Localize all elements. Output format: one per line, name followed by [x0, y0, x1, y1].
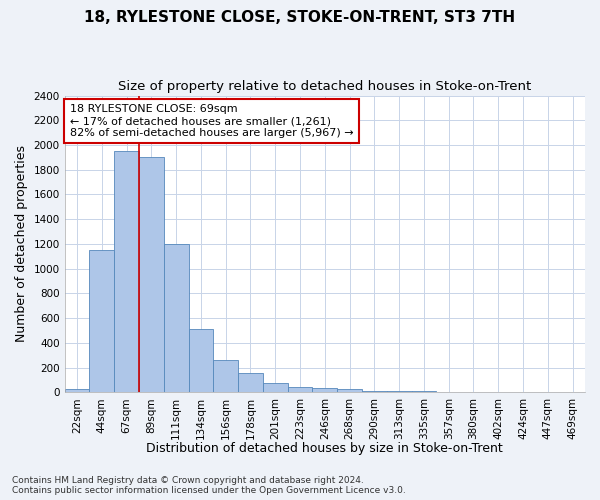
Bar: [114, 151, 139, 392]
Bar: [313, 388, 337, 392]
Bar: [362, 391, 387, 392]
X-axis label: Distribution of detached houses by size in Stoke-on-Trent: Distribution of detached houses by size …: [146, 442, 503, 455]
Title: Size of property relative to detached houses in Stoke-on-Trent: Size of property relative to detached ho…: [118, 80, 532, 93]
Bar: [214, 360, 238, 392]
Bar: [263, 383, 287, 392]
Bar: [188, 329, 214, 392]
Y-axis label: Number of detached properties: Number of detached properties: [15, 146, 28, 342]
Text: Contains HM Land Registry data © Crown copyright and database right 2024.
Contai: Contains HM Land Registry data © Crown c…: [12, 476, 406, 495]
Bar: [238, 373, 263, 392]
Bar: [287, 388, 313, 392]
Bar: [337, 389, 362, 392]
Text: 18, RYLESTONE CLOSE, STOKE-ON-TRENT, ST3 7TH: 18, RYLESTONE CLOSE, STOKE-ON-TRENT, ST3…: [85, 10, 515, 25]
Bar: [89, 250, 114, 392]
Bar: [164, 244, 188, 392]
Text: 18 RYLESTONE CLOSE: 69sqm
← 17% of detached houses are smaller (1,261)
82% of se: 18 RYLESTONE CLOSE: 69sqm ← 17% of detac…: [70, 104, 353, 138]
Bar: [387, 391, 412, 392]
Bar: [65, 388, 89, 392]
Bar: [139, 158, 164, 392]
